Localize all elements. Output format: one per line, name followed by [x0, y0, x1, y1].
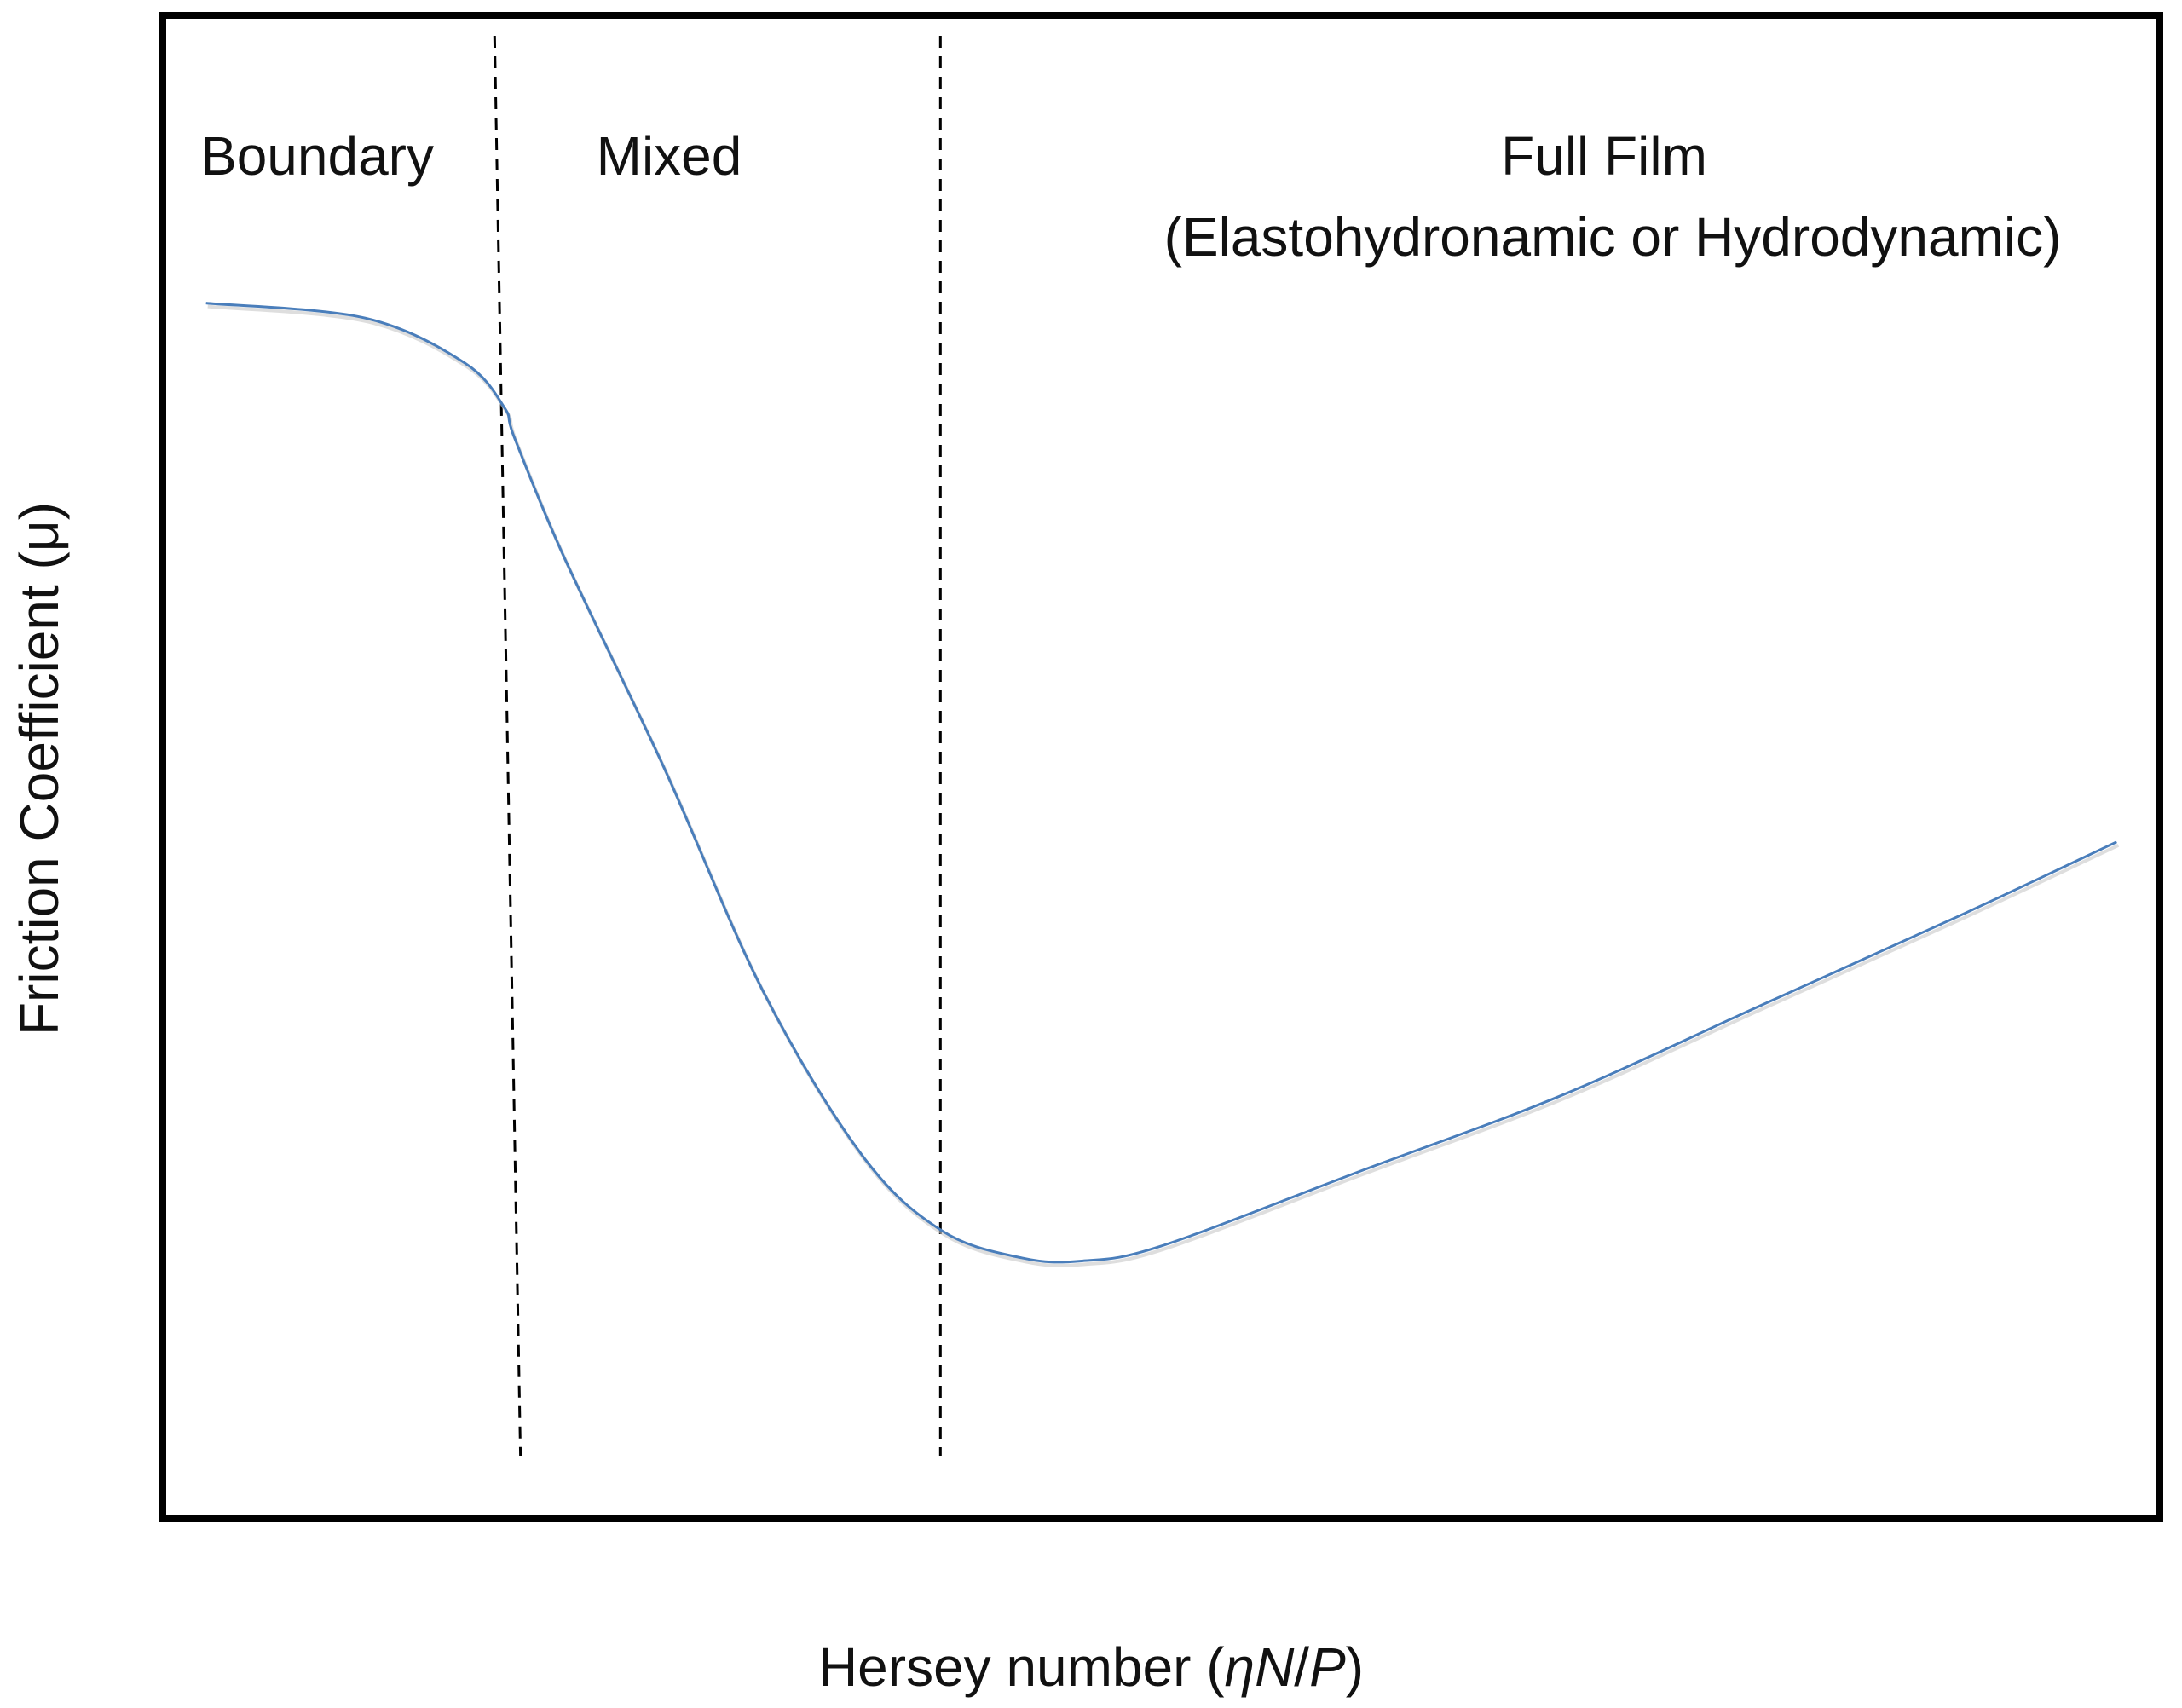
region-label-boundary: Boundary	[200, 125, 434, 187]
region-divider-1	[493, 35, 522, 1457]
x-axis-label-slash: /	[1294, 1636, 1309, 1698]
region-label-full-film: Full Film	[1501, 125, 1707, 187]
x-axis-label: Hersey number (ηN/P)	[818, 1636, 1364, 1698]
region-dividers	[493, 35, 942, 1457]
y-axis-label: Friction Coefficient (μ)	[9, 502, 70, 1036]
series-layer	[205, 302, 2120, 1267]
x-axis-label-n: N	[1255, 1636, 1295, 1698]
region-sublabel-full-film: (Elastohydronamic or Hydrodynamic)	[1164, 206, 2062, 268]
series-line-1	[205, 302, 2117, 1264]
x-axis-label-p: P	[1309, 1636, 1346, 1698]
x-axis-label-prefix: Hersey number (	[818, 1636, 1225, 1698]
series-line-shadow	[207, 304, 2120, 1267]
x-axis-label-suffix: )	[1346, 1636, 1364, 1698]
plot-frame	[159, 12, 2163, 1522]
region-label-mixed: Mixed	[597, 125, 742, 187]
x-axis-label-eta: η	[1225, 1636, 1256, 1698]
